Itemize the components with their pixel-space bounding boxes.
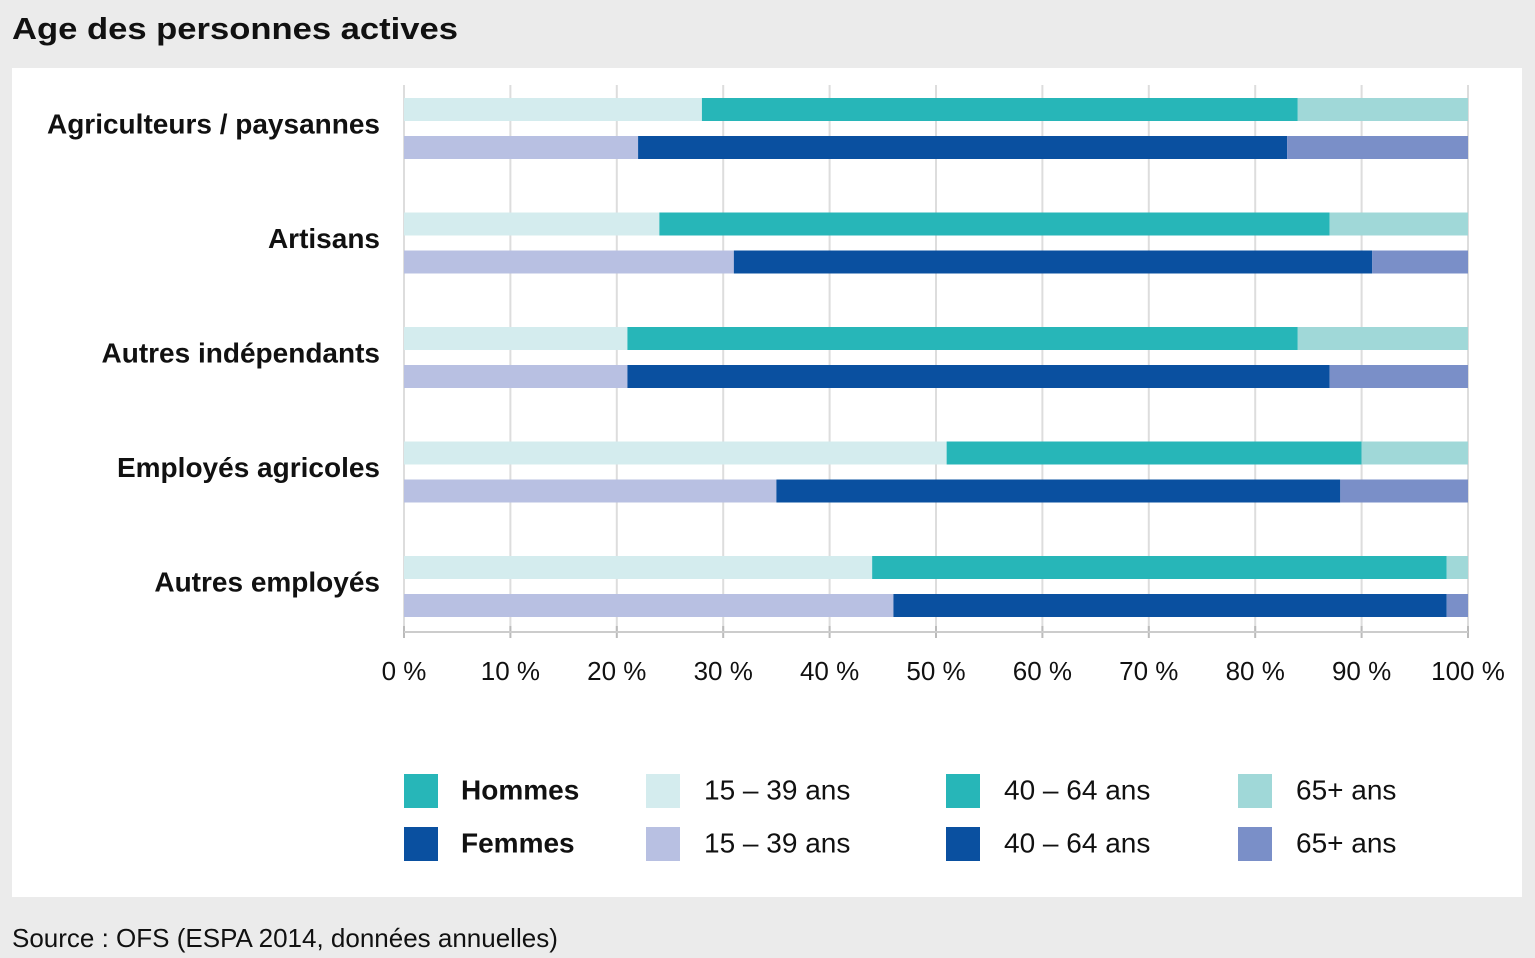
bar-segment xyxy=(1446,556,1468,579)
bar-segment xyxy=(627,365,1330,388)
bar-segment xyxy=(404,136,639,159)
bar-segment xyxy=(893,594,1447,617)
bar-segment xyxy=(404,327,628,350)
bar-segment xyxy=(404,594,894,617)
legend-swatch xyxy=(646,827,680,861)
x-tick-label: 20 % xyxy=(587,656,646,686)
legend-swatch xyxy=(946,827,980,861)
legend-swatch xyxy=(1238,774,1272,808)
bar-segment xyxy=(1372,250,1468,274)
legend-group-label: Femmes xyxy=(461,827,575,858)
bar-segment xyxy=(872,556,1447,579)
category-label: Autres employés xyxy=(154,566,380,597)
category-label: Autres indépendants xyxy=(102,337,380,368)
bar-segment xyxy=(946,441,1362,465)
x-tick-label: 100 % xyxy=(1431,656,1505,686)
bar-segment xyxy=(659,212,1330,236)
bar-segment xyxy=(404,556,873,579)
bar-segment xyxy=(627,327,1298,350)
bar-segment xyxy=(404,365,628,388)
bar-segment xyxy=(1340,479,1468,503)
x-tick-label: 30 % xyxy=(694,656,753,686)
bar-segment xyxy=(404,212,660,236)
bar-segment xyxy=(1287,136,1468,159)
source: Source : OFS (ESPA 2014, données annuell… xyxy=(12,923,558,953)
legend-swatch xyxy=(404,827,438,861)
bar-segment xyxy=(404,479,777,503)
bar-segment xyxy=(1329,365,1468,388)
x-tick-label: 50 % xyxy=(906,656,965,686)
legend-label: 65+ ans xyxy=(1296,827,1396,858)
x-tick-label: 60 % xyxy=(1013,656,1072,686)
bar-segment xyxy=(733,250,1373,274)
x-tick-label: 10 % xyxy=(481,656,540,686)
legend-swatch xyxy=(646,774,680,808)
bar-segment xyxy=(404,98,702,121)
x-tick-label: 70 % xyxy=(1119,656,1178,686)
legend-label: 40 – 64 ans xyxy=(1004,774,1150,805)
legend-group-label: Hommes xyxy=(461,774,579,805)
chart-title: Age des personnes actives xyxy=(12,11,458,46)
category-label: Artisans xyxy=(268,223,380,254)
bar-segment xyxy=(1329,212,1468,236)
x-tick-label: 90 % xyxy=(1332,656,1391,686)
bar-segment xyxy=(1446,594,1468,617)
legend-label: 40 – 64 ans xyxy=(1004,827,1150,858)
category-label: Employés agricoles xyxy=(117,452,380,483)
bar-segment xyxy=(776,479,1341,503)
x-tick-label: 40 % xyxy=(800,656,859,686)
legend-swatch xyxy=(404,774,438,808)
bar-segment xyxy=(1297,98,1468,121)
legend-label: 15 – 39 ans xyxy=(704,774,850,805)
bar-segment xyxy=(404,441,947,465)
bar-segment xyxy=(638,136,1288,159)
legend-swatch xyxy=(1238,827,1272,861)
legend-label: 65+ ans xyxy=(1296,774,1396,805)
category-label: Agriculteurs / paysannes xyxy=(47,108,380,139)
legend-label: 15 – 39 ans xyxy=(704,827,850,858)
bar-segment xyxy=(701,98,1298,121)
bar-segment xyxy=(404,250,734,274)
legend-swatch xyxy=(946,774,980,808)
bar-segment xyxy=(1361,441,1468,465)
x-tick-label: 0 % xyxy=(382,656,427,686)
x-tick-label: 80 % xyxy=(1226,656,1285,686)
bar-segment xyxy=(1297,327,1468,350)
